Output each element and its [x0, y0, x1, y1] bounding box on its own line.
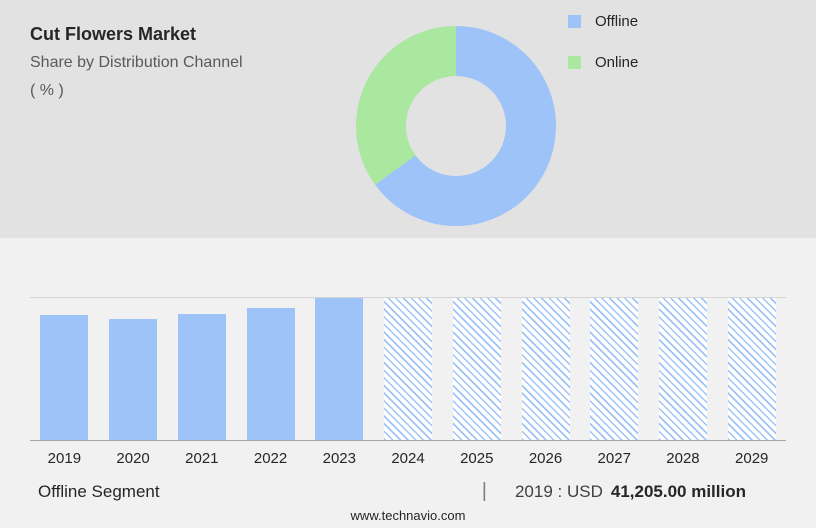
legend-item-offline: Offline: [568, 8, 638, 34]
bar-2028: [658, 298, 707, 440]
bar-slot-2022: [236, 298, 305, 440]
segment-label: Offline Segment: [38, 482, 160, 501]
donut-chart: [356, 26, 556, 226]
bar-2026: [521, 298, 570, 440]
x-label-2025: 2025: [460, 450, 494, 467]
unit-label: ( % ): [30, 82, 64, 99]
bar-slot-2025: [442, 298, 511, 440]
bar-2024: [384, 298, 433, 440]
legend-item-online: Online: [568, 49, 638, 75]
value-prefix: 2019 : USD: [514, 482, 603, 501]
value-bold: 41,205.00 million: [610, 482, 746, 501]
x-label-2026: 2026: [528, 450, 563, 467]
bar-plot: [30, 297, 786, 441]
legend: Offline Online: [568, 8, 638, 90]
bar-slot-2020: [99, 298, 168, 440]
page-title: Cut Flowers Market: [30, 24, 197, 44]
legend-label-offline: Offline: [595, 12, 639, 30]
online-swatch: [568, 55, 581, 69]
bar-2029: [727, 298, 776, 440]
x-label-2027: 2027: [597, 450, 631, 467]
bar-2021: [177, 313, 226, 440]
bar-2019: [40, 315, 89, 440]
bar-slot-2024: [374, 298, 443, 440]
x-label-2022: 2022: [253, 450, 288, 467]
bar-slot-2026: [511, 298, 580, 440]
x-label-2021: 2021: [185, 450, 219, 467]
bar-slot-2027: [580, 298, 649, 440]
x-label-2024: 2024: [391, 450, 425, 467]
x-label-2023: 2023: [322, 450, 356, 467]
x-label-2020: 2020: [116, 450, 150, 467]
offline-swatch: [568, 14, 581, 28]
x-label-2029: 2029: [735, 450, 769, 467]
bar-slot-2021: [167, 298, 236, 440]
page-subtitle: Share by Distribution Channel: [30, 54, 243, 71]
bar-slot-2019: [30, 298, 99, 440]
bar-2027: [590, 298, 639, 440]
legend-label-online: Online: [595, 53, 639, 71]
x-label-2019: 2019: [47, 450, 82, 467]
bar-2025: [452, 298, 501, 440]
bar-slot-2029: [717, 298, 786, 440]
value-annotation: | 2019 : USD 41,205.00 million: [482, 480, 746, 503]
donut-section: Cut Flowers Market Share by Distribution…: [0, 0, 816, 238]
website-url: www.technavio.com: [350, 508, 466, 523]
x-label-2028: 2028: [666, 450, 700, 467]
bar-2022: [246, 307, 295, 440]
bar-2023: [315, 298, 364, 440]
x-axis-labels: 2019 2020 2021 2022 2023 2024 2025 2026 2027 2028…: [30, 450, 786, 467]
bar-slot-2028: [649, 298, 718, 440]
bar-2020: [109, 319, 158, 440]
separator: |: [481, 480, 487, 502]
bar-slot-2023: [305, 298, 374, 440]
